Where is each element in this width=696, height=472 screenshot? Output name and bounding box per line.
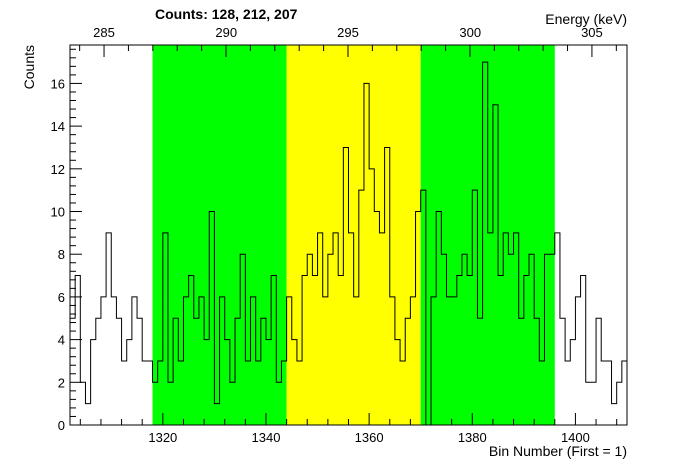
top-axis-title: Energy (keV) <box>545 11 627 27</box>
y-tick-label: 10 <box>51 205 65 220</box>
y-tick-label: 6 <box>58 290 65 305</box>
y-tick-label: 14 <box>51 119 65 134</box>
y-tick-label: 12 <box>51 162 65 177</box>
top-tick-label: 290 <box>215 25 237 40</box>
histogram-line <box>70 61 627 426</box>
y-tick-label: 4 <box>58 333 65 348</box>
y-tick-label: 8 <box>58 247 65 262</box>
x-tick-label: 1400 <box>561 430 590 445</box>
y-tick-label: 16 <box>51 76 65 91</box>
x-tick-label: 1340 <box>252 430 281 445</box>
y-axis-title: Counts <box>21 45 37 89</box>
x-tick-label: 1360 <box>355 430 384 445</box>
top-tick-label: 300 <box>459 25 481 40</box>
axis-ticks: 1320 1340 1360 1380 1400 285 290 295 300 305 0 2 4 6 8… <box>51 25 618 445</box>
y-tick-label: 0 <box>58 418 65 433</box>
x-tick-label: 1380 <box>458 430 487 445</box>
x-axis-title: Bin Number (First = 1) <box>489 443 627 459</box>
counts-label: Counts: 128, 212, 207 <box>155 6 298 22</box>
top-tick-label: 305 <box>581 25 603 40</box>
top-tick-label: 295 <box>337 25 359 40</box>
top-tick-label: 285 <box>93 25 115 40</box>
x-tick-label: 1320 <box>148 430 177 445</box>
y-tick-label: 2 <box>58 375 65 390</box>
